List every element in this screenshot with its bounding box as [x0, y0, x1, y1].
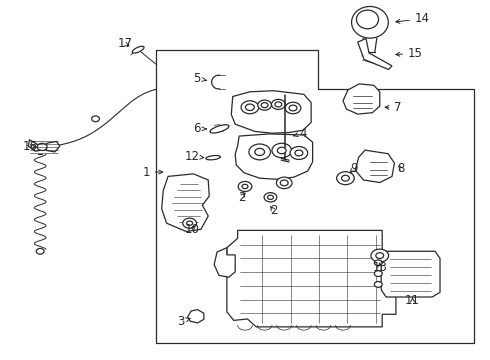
Text: 4: 4 — [294, 127, 307, 140]
Circle shape — [268, 195, 273, 199]
Circle shape — [374, 282, 382, 287]
Text: 5: 5 — [193, 72, 206, 85]
Text: 3: 3 — [177, 315, 191, 328]
Polygon shape — [162, 174, 209, 231]
Circle shape — [271, 99, 285, 109]
Polygon shape — [47, 141, 60, 152]
Text: 9: 9 — [350, 162, 358, 175]
Text: 7: 7 — [385, 101, 402, 114]
Circle shape — [374, 260, 382, 266]
Circle shape — [371, 249, 389, 262]
Circle shape — [238, 181, 252, 192]
Polygon shape — [28, 140, 44, 151]
Circle shape — [342, 175, 349, 181]
Ellipse shape — [352, 6, 388, 38]
Circle shape — [276, 177, 292, 189]
Circle shape — [280, 180, 288, 186]
Circle shape — [275, 102, 282, 107]
Circle shape — [242, 184, 248, 189]
Text: 17: 17 — [118, 37, 132, 50]
Text: 8: 8 — [397, 162, 405, 175]
Circle shape — [272, 143, 292, 158]
Ellipse shape — [206, 156, 220, 160]
Text: 6: 6 — [193, 122, 206, 135]
Polygon shape — [358, 39, 392, 69]
Polygon shape — [382, 255, 396, 273]
Polygon shape — [227, 230, 396, 327]
Text: 12: 12 — [185, 150, 204, 163]
Circle shape — [337, 172, 354, 185]
Polygon shape — [343, 84, 380, 114]
Circle shape — [255, 148, 265, 156]
Ellipse shape — [210, 125, 229, 133]
Text: 1: 1 — [142, 166, 163, 179]
Circle shape — [183, 218, 196, 228]
Text: 11: 11 — [405, 294, 420, 307]
Circle shape — [374, 271, 382, 276]
Text: 13: 13 — [372, 261, 387, 274]
Polygon shape — [235, 134, 313, 179]
Polygon shape — [188, 310, 204, 323]
Circle shape — [92, 116, 99, 122]
Circle shape — [376, 253, 384, 258]
Text: 2: 2 — [270, 204, 277, 217]
Circle shape — [245, 104, 254, 111]
Polygon shape — [214, 248, 235, 277]
Circle shape — [36, 248, 44, 254]
Circle shape — [295, 150, 303, 156]
Text: 16: 16 — [23, 140, 38, 153]
Circle shape — [285, 102, 301, 114]
Circle shape — [277, 147, 286, 154]
Polygon shape — [231, 91, 311, 133]
Text: 14: 14 — [396, 12, 430, 25]
Circle shape — [249, 144, 270, 160]
Circle shape — [261, 103, 268, 108]
Text: 10: 10 — [185, 223, 199, 236]
Circle shape — [290, 147, 308, 159]
Circle shape — [264, 193, 277, 202]
Circle shape — [37, 143, 47, 150]
Text: 15: 15 — [396, 47, 423, 60]
Text: 2: 2 — [238, 191, 245, 204]
Ellipse shape — [132, 46, 144, 53]
Circle shape — [187, 221, 193, 225]
Circle shape — [258, 100, 271, 110]
Polygon shape — [381, 251, 440, 297]
Polygon shape — [355, 150, 394, 183]
Circle shape — [289, 105, 297, 111]
Circle shape — [241, 101, 259, 114]
Ellipse shape — [357, 10, 379, 29]
